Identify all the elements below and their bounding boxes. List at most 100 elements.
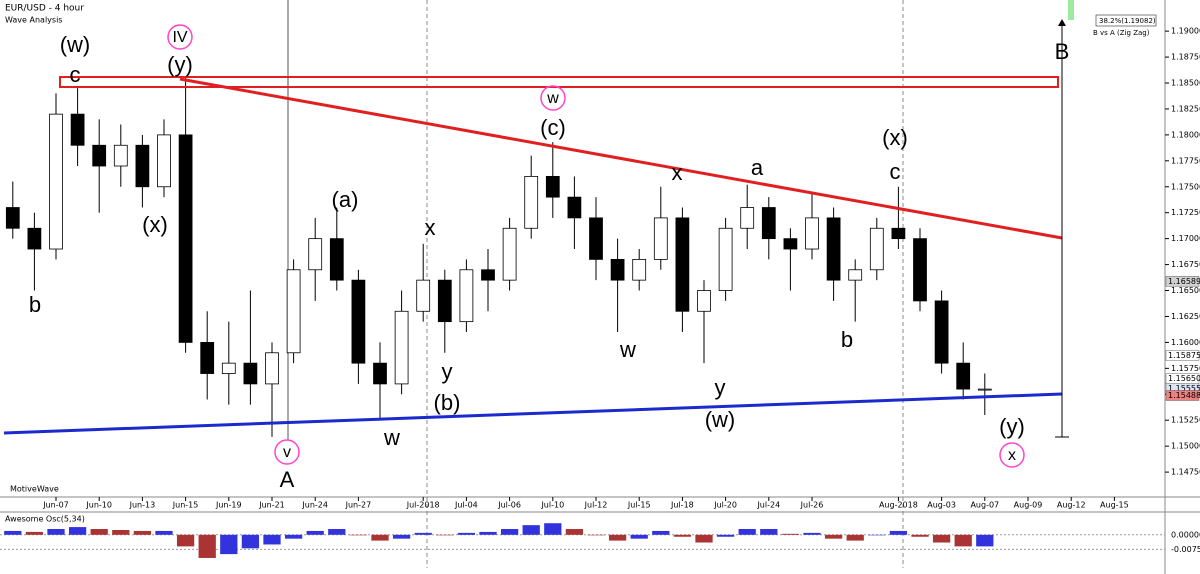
candle-body <box>416 279 431 312</box>
oscillator-bar <box>284 534 303 539</box>
price-marker-label: 1.16589 <box>1168 277 1200 286</box>
candle-body <box>524 175 539 229</box>
oscillator-bar <box>349 534 368 536</box>
candle-body <box>697 290 711 312</box>
oscillator-bar <box>673 534 692 537</box>
wave-label: A <box>280 467 295 492</box>
candle-body <box>869 227 884 271</box>
wave-label: (a) <box>332 187 359 212</box>
oscillator-bar <box>824 534 843 539</box>
y-tick-label: 1.17750 <box>1171 156 1200 165</box>
x-tick-label: Jun-19 <box>215 501 242 510</box>
candle-body <box>567 196 582 219</box>
x-tick-label: Jun-15 <box>172 501 199 510</box>
oscillator-bar <box>25 531 44 535</box>
x-tick-label: Jul-12 <box>584 501 608 510</box>
wave-label: B <box>1055 39 1070 64</box>
candle-body <box>394 310 409 385</box>
oscillator-bar <box>198 534 216 558</box>
oscillator-bar <box>760 529 778 535</box>
y-tick-label: 1.18500 <box>1171 79 1200 88</box>
oscillator-bar <box>241 534 260 549</box>
y-tick-label: 1.17500 <box>1171 182 1200 191</box>
wave-label: c <box>890 159 901 184</box>
x-tick-label: Aug-12 <box>1057 501 1086 510</box>
candle-body <box>675 217 690 312</box>
oscillator-bar <box>846 534 864 541</box>
wave-label: x <box>1008 447 1016 464</box>
candle-body <box>329 238 344 281</box>
oscillator-bar <box>328 529 346 535</box>
candle-body <box>27 227 42 250</box>
y-tick-label: 1.18000 <box>1171 130 1200 139</box>
candle-body <box>92 144 107 167</box>
wave-label: y <box>715 375 726 400</box>
x-tick-label: Aug-15 <box>1100 501 1129 510</box>
wave-label: (y) <box>167 52 193 77</box>
y-tick-label: 1.16250 <box>1171 312 1200 321</box>
oscillator-bar <box>392 534 411 539</box>
wave-label: c <box>70 62 81 87</box>
price-marker-label: 1.15555 <box>1168 384 1200 393</box>
oscillator-bar <box>263 534 281 545</box>
price-marker-label: 1.15875 <box>1168 351 1200 360</box>
wave-label: x <box>425 215 436 240</box>
candle-body <box>70 113 85 146</box>
y-tick-label: 1.16500 <box>1171 286 1200 295</box>
arrow-head <box>1058 19 1066 26</box>
wave-label: b <box>29 292 41 317</box>
candle-body <box>545 175 560 198</box>
wave-label: (x) <box>142 212 168 237</box>
candle-body <box>589 217 603 260</box>
oscillator-bar <box>133 530 152 535</box>
candle-body <box>459 269 474 323</box>
oscillator-bar <box>112 529 130 535</box>
x-tick-label: Jun-13 <box>129 501 156 510</box>
x-tick-label: Jul-15 <box>627 501 651 510</box>
wave-label: x <box>672 160 683 185</box>
candle-body <box>200 342 215 374</box>
y-tick-label: 1.15750 <box>1171 364 1200 373</box>
oscillator-bar <box>932 534 951 543</box>
oscillator-bar <box>371 534 389 541</box>
y-tick-label: 1.18750 <box>1171 53 1200 62</box>
oscillator-bar <box>738 529 756 535</box>
candle-body <box>934 300 949 364</box>
wave-circle <box>540 85 566 111</box>
oscillator-bar <box>716 534 735 537</box>
candle-body <box>913 238 927 302</box>
oscillator-bar <box>414 532 432 535</box>
annotation: 38.2%(1.19082) <box>1099 17 1156 25</box>
price-marker <box>1165 350 1200 361</box>
candle-body <box>740 207 755 229</box>
oscillator-bar <box>522 525 540 535</box>
y-tick-label: -0.00754 <box>1171 545 1200 554</box>
wave-label: a <box>751 155 764 180</box>
wave-label: b <box>841 327 853 352</box>
candle-body <box>49 113 63 250</box>
oscillator-bar <box>565 529 584 535</box>
wave-label: (x) <box>882 125 908 150</box>
oscillator-bar <box>911 534 929 537</box>
candle-body <box>437 279 452 323</box>
candle-body <box>718 227 733 291</box>
oscillator-bar <box>608 534 627 541</box>
candle-body <box>653 217 668 260</box>
y-tick-label: 1.18250 <box>1171 104 1200 113</box>
wave-label: (w) <box>60 32 91 57</box>
candle-body <box>178 134 193 343</box>
y-tick-label: 1.14750 <box>1171 468 1200 477</box>
wave-label: w <box>383 425 400 450</box>
oscillator-bar <box>306 530 324 535</box>
candle-body <box>891 227 906 240</box>
candle-body <box>135 144 150 188</box>
candle-body <box>481 269 495 281</box>
oscillator-bar <box>781 533 800 535</box>
oscillator-bar <box>695 534 713 543</box>
oscillator-bar <box>4 530 22 535</box>
wave-label: (y) <box>999 414 1025 439</box>
oscillator-bar <box>500 529 519 535</box>
chart-title: EUR/USD - 4 hour <box>5 4 84 14</box>
x-tick-label: Jul-2018 <box>406 501 440 510</box>
